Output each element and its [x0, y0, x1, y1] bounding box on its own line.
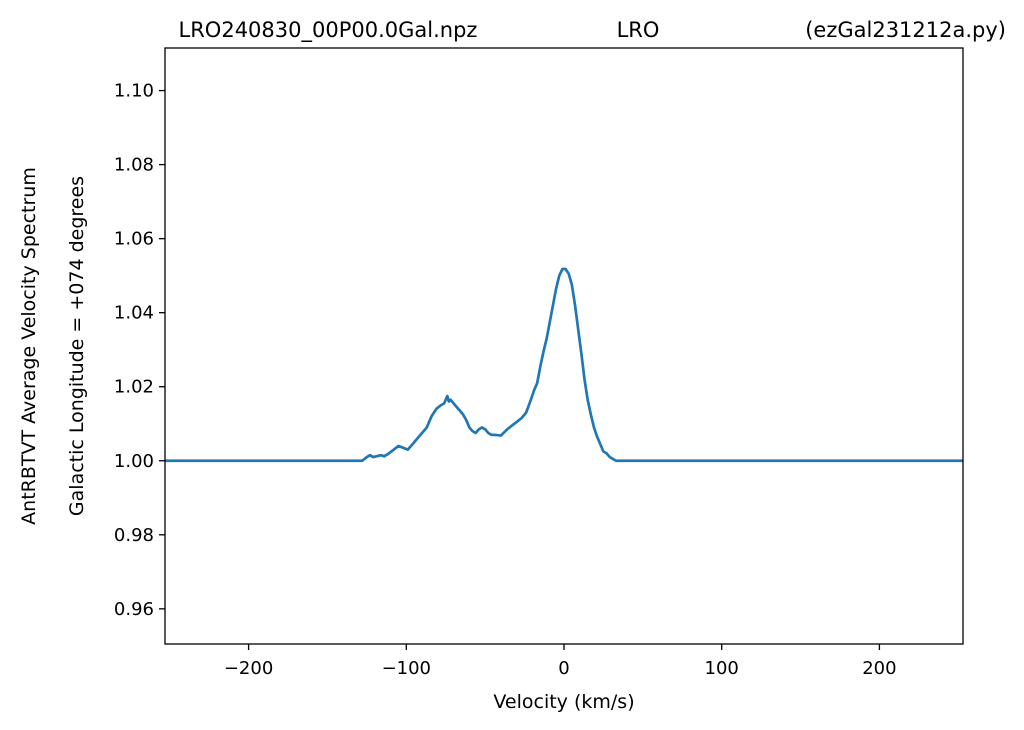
- y-axis-ticks: 0.96 0.98 1.00 1.02 1.04 1.06 1.08 1.10: [114, 81, 165, 620]
- y-tick-label: 0.98: [114, 525, 154, 546]
- chart-title: LRO240830_00P00.0Gal.npz LRO (ezGal23121…: [179, 18, 1006, 43]
- title-observatory: LRO: [617, 18, 660, 42]
- spectrum-line: [165, 267, 963, 463]
- axes-frame: [164, 47, 964, 645]
- x-tick-label: 0: [558, 658, 569, 679]
- x-axis-label: Velocity (km/s): [493, 691, 634, 713]
- x-axis-ticks: −200 −100 0 100 200: [224, 644, 897, 679]
- plot-area: [165, 267, 963, 463]
- title-script: (ezGal231212a.py): [805, 18, 1006, 42]
- x-tick-label: 200: [862, 658, 896, 679]
- title-filename: LRO240830_00P00.0Gal.npz: [179, 18, 478, 43]
- x-tick-label: 100: [705, 658, 739, 679]
- y-tick-label: 1.08: [114, 155, 154, 176]
- y-tick-label: 1.02: [114, 377, 154, 398]
- y-tick-label: 0.96: [114, 599, 154, 620]
- y-axis-label-outer: AntRBTVT Average Velocity Spectrum: [18, 167, 40, 525]
- x-tick-label: −100: [382, 658, 431, 679]
- y-tick-label: 1.04: [114, 303, 154, 324]
- x-tick-label: −200: [224, 658, 273, 679]
- y-tick-label: 1.10: [114, 81, 154, 102]
- y-tick-label: 1.00: [114, 451, 154, 472]
- y-axis-label-inner: Galactic Longitude = +074 degrees: [66, 176, 88, 516]
- y-tick-label: 1.06: [114, 229, 154, 250]
